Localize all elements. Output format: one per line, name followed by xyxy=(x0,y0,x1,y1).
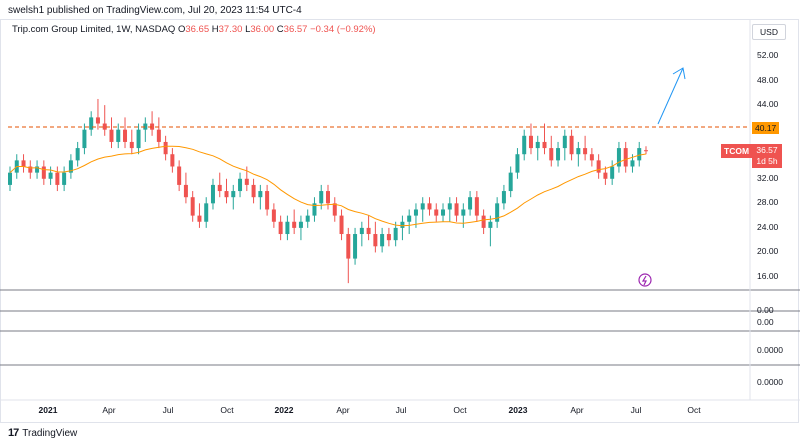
panel3-value: 0.0000 xyxy=(757,377,783,387)
open-label: O xyxy=(177,24,186,35)
time-axis-label: Oct xyxy=(220,405,234,415)
price-axis-label: 44.00 xyxy=(757,99,779,110)
price-axis-label: 52.00 xyxy=(757,50,779,60)
bar-countdown: 1d 5h xyxy=(756,156,778,166)
chart-frame xyxy=(0,19,799,423)
panel1-value-b: 0.00 xyxy=(757,317,774,327)
panel1-value-a: 0.00 xyxy=(757,305,774,315)
close-value: 36.57 xyxy=(283,24,308,35)
brand-name: TradingView xyxy=(22,427,78,439)
footer-brand[interactable]: 17 TradingView xyxy=(8,427,77,439)
low-label: L xyxy=(245,24,251,35)
low-value: 36.00 xyxy=(250,24,275,35)
time-axis-label: Jul xyxy=(395,405,407,415)
close-label: C xyxy=(276,24,284,35)
hline-price-tag: 40.17 xyxy=(752,122,780,134)
time-axis-label: Jul xyxy=(630,405,642,415)
open-value: 36.65 xyxy=(185,24,210,35)
currency-button[interactable]: USD xyxy=(752,24,786,40)
symbol-name: Trip.com Group Limited, 1W, NASDAQ xyxy=(12,24,176,35)
time-axis-label: Oct xyxy=(453,405,467,415)
time-axis-label: 2021 xyxy=(38,405,58,415)
time-axis-label: Oct xyxy=(687,405,701,415)
time-axis-label: Apr xyxy=(570,405,584,415)
price-axis-label: 16.00 xyxy=(757,271,779,281)
ticker-badge: TCOM xyxy=(721,144,753,158)
time-axis-label: Apr xyxy=(102,405,116,415)
last-price-badge: 36.57 1d 5h xyxy=(752,144,782,168)
price-axis-label: 48.00 xyxy=(757,74,779,85)
price-axis-label: 28.00 xyxy=(757,197,779,208)
price-axis-label: 32.00 xyxy=(757,172,779,183)
panel2-value: 0.0000 xyxy=(757,345,783,355)
symbol-legend: Trip.com Group Limited, 1W, NASDAQ O36.6… xyxy=(12,24,376,35)
high-label: H xyxy=(211,24,219,35)
time-axis-label: Jul xyxy=(162,405,174,415)
time-axis-label: 2022 xyxy=(274,405,294,415)
time-axis-label: 2023 xyxy=(508,405,528,415)
change-value: −0.34 (−0.92%) xyxy=(310,24,376,35)
publish-info: swelsh1 published on TradingView.com, Ju… xyxy=(8,5,302,16)
last-price: 36.57 xyxy=(756,145,778,155)
price-axis-label: 20.00 xyxy=(757,246,779,257)
time-axis-label: Apr xyxy=(336,405,350,415)
tradingview-logo-icon: 17 xyxy=(8,427,19,439)
price-axis-label: 24.00 xyxy=(757,221,779,232)
high-value: 37.30 xyxy=(218,24,243,35)
